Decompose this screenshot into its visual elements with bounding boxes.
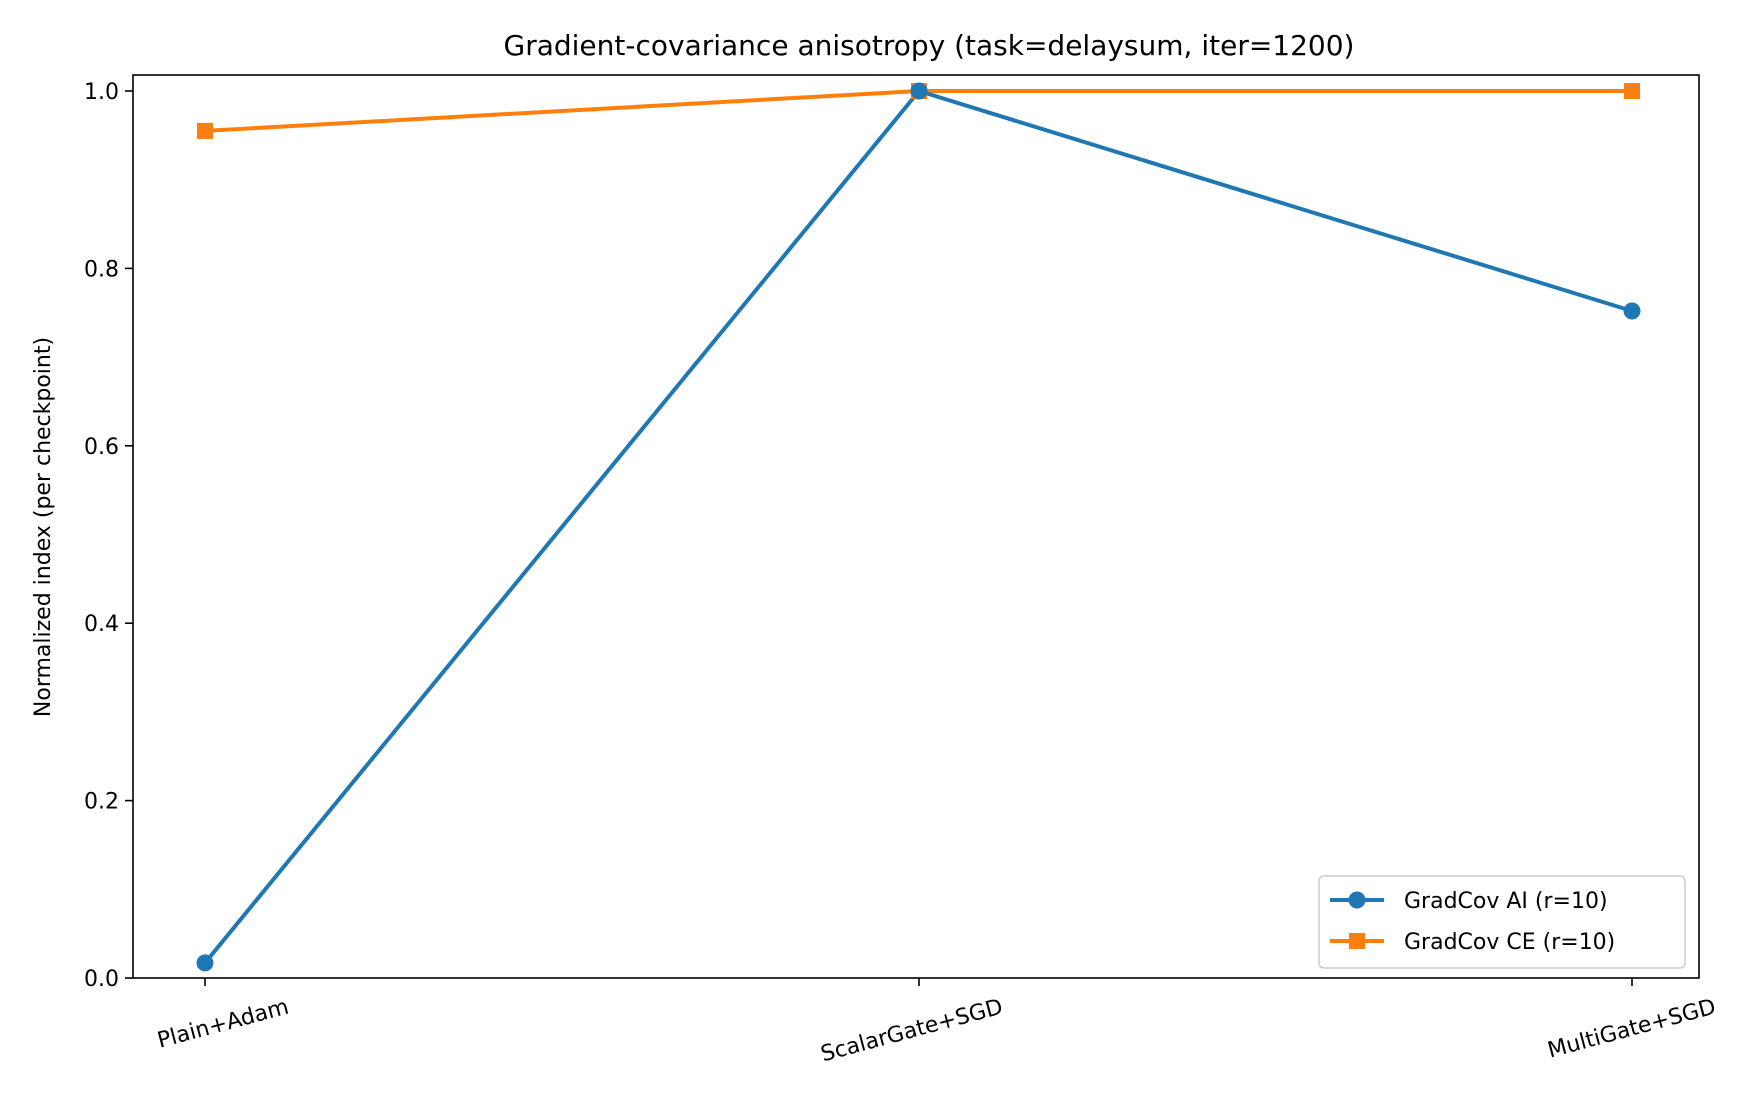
plot-area-frame bbox=[132, 74, 1700, 979]
y-tick-label: 0.2 bbox=[84, 790, 119, 815]
legend: GradCov AI (r=10) GradCov CE (r=10) bbox=[1318, 875, 1686, 969]
series-layer bbox=[196, 82, 1641, 972]
data-point-circle bbox=[1623, 302, 1641, 320]
data-point-square bbox=[197, 122, 213, 139]
y-axis-ticks: 0.0 0.2 0.4 0.6 0.8 1.0 bbox=[84, 80, 133, 992]
legend-label: GradCov CE (r=10) bbox=[1404, 930, 1615, 955]
y-axis-label: Normalized index (per checkpoint) bbox=[31, 337, 56, 717]
y-tick-label: 0.8 bbox=[84, 257, 119, 282]
legend-frame bbox=[1318, 875, 1686, 969]
y-tick-label: 0.4 bbox=[84, 612, 119, 637]
legend-marker-circle bbox=[1348, 891, 1366, 909]
legend-label: GradCov AI (r=10) bbox=[1404, 889, 1608, 914]
data-point-square bbox=[1624, 83, 1640, 99]
y-tick-label: 0.0 bbox=[84, 967, 119, 992]
y-tick-label: 1.0 bbox=[84, 80, 119, 105]
y-tick-label: 0.6 bbox=[84, 435, 119, 460]
legend-marker-square bbox=[1349, 933, 1365, 949]
chart-title: Gradient-covariance anisotropy (task=del… bbox=[504, 29, 1355, 62]
data-point-circle bbox=[196, 954, 214, 972]
data-point-circle bbox=[910, 82, 928, 100]
